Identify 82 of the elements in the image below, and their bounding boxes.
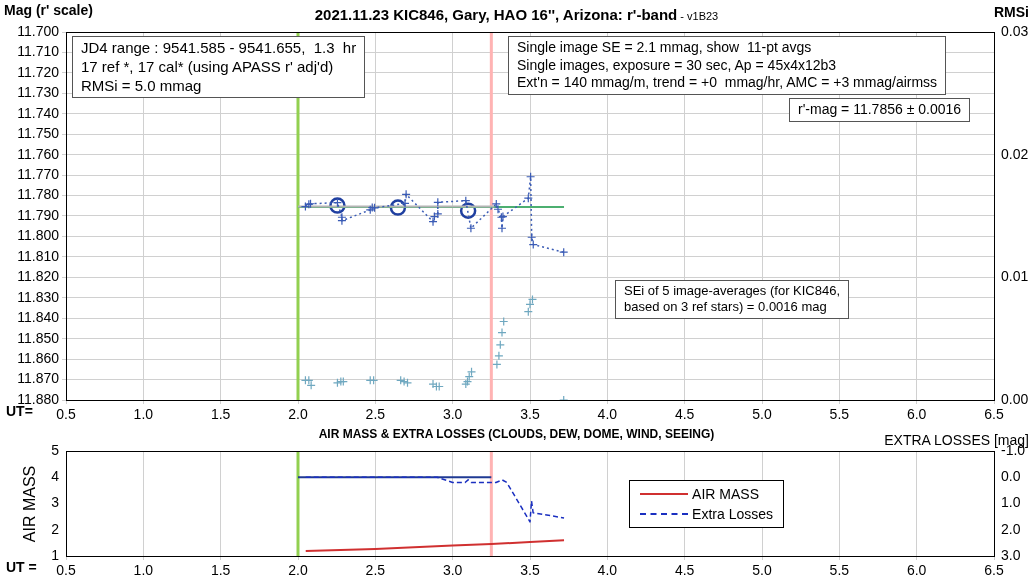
point (428, 217, 438, 227)
y-tick-label: 11.700 (17, 22, 60, 39)
point (497, 223, 507, 233)
x-tick-label: 5.0 (752, 562, 772, 579)
y-tick-label: 11.830 (17, 288, 60, 305)
annotation: r'-mag = 11.7856 ± 0.0016 (789, 98, 971, 122)
y-tick-label: 11.710 (17, 43, 60, 60)
x-tick-label: 6.0 (906, 562, 927, 579)
y-tick-label: 11.760 (17, 145, 60, 162)
y2-tick-label: 0.00 (1001, 390, 1029, 407)
y-tick-label: 4 (51, 468, 60, 485)
point (433, 209, 443, 219)
point (525, 299, 535, 309)
x-tick-label: 5.5 (829, 562, 850, 579)
y-tick-label: 3 (51, 494, 60, 511)
y-tick-label: 11.790 (17, 206, 60, 223)
y2-tick-label: 0.02 (1001, 145, 1029, 162)
point (401, 189, 411, 199)
x-tick-label: 1.0 (133, 562, 154, 579)
x-tick-label: 2.5 (365, 562, 386, 579)
x-tick-label: 2.0 (288, 562, 308, 579)
annotation: JD4 range : 9541.585 - 9541.655, 1.3 hr 17 ref *, 17 cal* (using APASS r' adj'd) RMSi = 5.0 mmag (72, 36, 366, 99)
y-axis-title: AIR MASS (21, 465, 39, 542)
x-tick-label: 0.5 (56, 406, 76, 423)
legend-label: Extra Losses (692, 505, 773, 522)
line-series (304, 476, 565, 523)
y-tick-label: 11.770 (17, 165, 60, 182)
x-tick-label: 5.0 (752, 406, 772, 423)
point (497, 327, 507, 338)
x-tick-label: 5.5 (829, 406, 850, 423)
x-tick-label: 4.0 (597, 562, 618, 579)
point (494, 351, 504, 361)
x-tick-label: 4.5 (674, 406, 695, 423)
x-tick-label: 4.5 (674, 562, 695, 579)
x-tick-label: 6.5 (984, 406, 1004, 423)
y-tick-label: 11.840 (17, 309, 60, 326)
point (400, 198, 410, 208)
y-tick-label: 1 (51, 546, 60, 563)
x-tick-label: 0.5 (56, 562, 76, 579)
point (466, 223, 476, 233)
x-tick-label: 3.5 (520, 406, 540, 423)
y2-tick-label: 2.0 (1001, 520, 1021, 537)
y-tick-label: 5 (51, 441, 60, 458)
y2-tick-label: 3.0 (1001, 546, 1021, 563)
chart-subtitle: - v1B23 (679, 10, 719, 22)
y-tick-label: 11.870 (17, 370, 60, 387)
y-tick-label: 11.810 (17, 247, 60, 264)
x-tick-label: 2.5 (365, 406, 386, 423)
y2-tick-label: 1.0 (1001, 494, 1021, 511)
y2-axis-title: RMSi (994, 4, 1029, 20)
x-tick-label: 2.0 (288, 406, 308, 423)
x-tick-label: 6.0 (906, 406, 927, 423)
y-tick-label: 11.860 (17, 349, 60, 366)
y2-tick-label: 0.01 (1001, 268, 1029, 285)
x-tick-label: 1.0 (133, 406, 154, 423)
y-tick-label: 11.800 (17, 227, 60, 244)
x-axis-title: UT = (6, 559, 37, 575)
y-tick-label: 11.720 (17, 63, 60, 80)
x-tick-label: 3.0 (442, 406, 463, 423)
chart-title: 2021.11.23 KIC846, Gary, HAO 16'', Arizona: r'-band (314, 6, 678, 23)
x-tick-label: 4.0 (597, 406, 618, 423)
y-axis-title: Mag (r' scale) (4, 2, 93, 18)
y-tick-label: 11.740 (17, 104, 60, 121)
x-tick-label: 3.5 (520, 562, 540, 579)
chart-title: AIR MASS & EXTRA LOSSES (CLOUDS, DEW, DOME, WIND, SEEING) (318, 427, 715, 441)
x-tick-label: 1.5 (210, 406, 231, 423)
point (337, 216, 347, 226)
y2-tick-label: 0.03 (1001, 22, 1029, 39)
y-tick-label: 11.820 (17, 268, 60, 285)
y2-tick-label: 0.0 (1001, 468, 1021, 485)
x-tick-label: 1.5 (210, 562, 231, 579)
x-tick-label: 3.0 (442, 562, 463, 579)
y-tick-label: 11.850 (17, 329, 60, 346)
y-tick-label: 11.750 (17, 125, 60, 142)
annotation: Single image SE = 2.1 mmag, show 11-pt avgs Single images, exposure = 30 sec, Ap = 45x4x12b3 Ext'n = 140 mmag/m, trend = +0 mmag/hr, AMC = +3 mmag/airmss (508, 36, 947, 95)
annotation: SEi of 5 image-averages (for KIC846, based on 3 ref stars) = 0.0016 mag (615, 280, 850, 319)
legend-label: AIR MASS (692, 485, 759, 502)
point (492, 359, 502, 370)
x-tick-label: 6.5 (984, 562, 1004, 579)
y-tick-label: 11.730 (17, 84, 60, 101)
y-tick-label: 11.780 (17, 186, 60, 203)
y-tick-label: 2 (51, 520, 60, 537)
